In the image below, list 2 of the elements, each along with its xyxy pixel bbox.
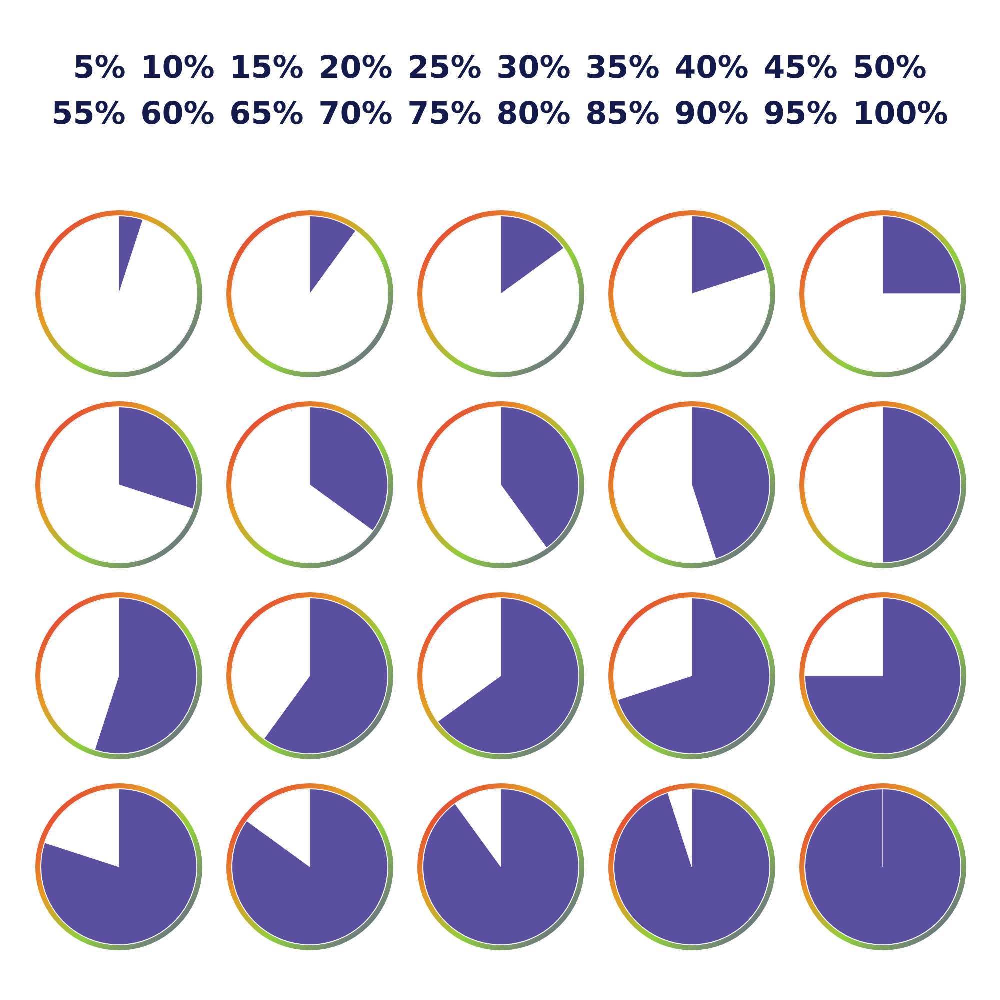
text: 55% 60% 65% 70% 75% 80% 85% 90% 95% 100% xyxy=(50,96,950,132)
text: 5% 10% 15% 20% 25% 30% 35% 40% 45% 50% xyxy=(72,50,928,86)
